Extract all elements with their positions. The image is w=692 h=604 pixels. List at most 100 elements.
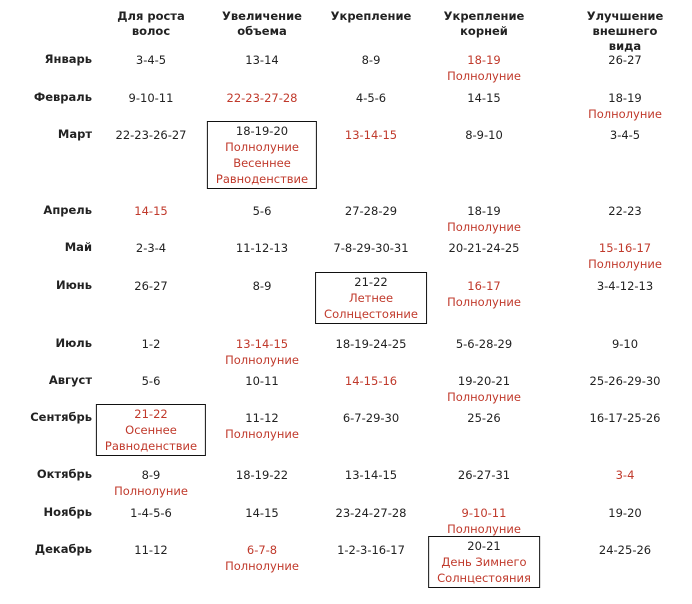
- cell-note: Полнолуние: [588, 257, 662, 271]
- cell-dates: 20-21-24-25: [448, 241, 520, 255]
- month-label: Апрель: [43, 203, 92, 217]
- table-cell: 14-15-16: [345, 373, 397, 389]
- cell-dates: 22-23-27-28: [226, 91, 298, 105]
- cell-dates: 8-9: [252, 279, 272, 293]
- month-label: Февраль: [33, 90, 92, 104]
- cell-note: Полнолуние: [588, 107, 662, 121]
- cell-dates: 5-6: [141, 374, 161, 388]
- table-cell: 22-23-26-27: [116, 127, 187, 143]
- cell-dates: 3-4-5: [135, 53, 167, 67]
- cell-dates: 5-6-28-29: [455, 337, 513, 351]
- table-cell: 14-15: [134, 203, 167, 219]
- table-cell: 11-12 Полнолуние: [225, 410, 299, 442]
- month-label: Январь: [44, 52, 92, 66]
- cell-dates: 14-15: [467, 91, 501, 105]
- cell-dates: 23-24-27-28: [335, 506, 407, 520]
- cell-note: Полнолуние: [447, 69, 521, 83]
- cell-dates: 18-19: [608, 91, 642, 105]
- cell-note: Полнолуние: [447, 220, 521, 234]
- table-cell: 26-27-31: [458, 467, 510, 483]
- month-label: Июнь: [55, 278, 92, 292]
- cell-dates: 9-10: [611, 337, 639, 351]
- cell-dates: 11-12-13: [235, 241, 289, 255]
- cell-dates: 27-28-29: [344, 204, 398, 218]
- cell-note: Осеннее: [125, 423, 177, 437]
- cell-note: Весеннее: [233, 156, 291, 170]
- cell-dates: 6-7-29-30: [342, 411, 400, 425]
- month-label: Октябрь: [36, 467, 92, 481]
- cell-dates: 8-9: [141, 468, 161, 482]
- table-cell: 13-14-15: [345, 127, 397, 143]
- table-cell: 11-12-13: [236, 240, 288, 256]
- cell-note: Равноденствие: [215, 172, 309, 186]
- table-cell: 8-9: [362, 52, 381, 68]
- column-header: Улучшение внешнего вида: [586, 9, 664, 53]
- cell-dates: 25-26: [467, 411, 501, 425]
- cell-dates: 1-4-5-6: [130, 506, 172, 520]
- table-cell: 18-19-24-25: [336, 336, 407, 352]
- table-cell: 18-19 Полнолуние: [447, 203, 521, 235]
- table-cell: 1-2-3-16-17: [337, 542, 405, 558]
- cell-dates: 8-9-10: [465, 128, 503, 142]
- cell-note: Полнолуние: [225, 353, 299, 367]
- cell-note: Полнолуние: [225, 140, 299, 154]
- cell-note: Солнцестояния: [437, 571, 531, 585]
- table-cell: 8-9: [253, 278, 272, 294]
- table-cell: 1-4-5-6: [130, 505, 172, 521]
- cell-dates: 1-2: [141, 337, 161, 351]
- month-label: Май: [64, 240, 92, 254]
- table-cell: 26-27: [134, 278, 167, 294]
- cell-note: Полнолуние: [447, 522, 521, 536]
- cell-dates: 6-7-8: [246, 543, 278, 557]
- table-cell: 4-5-6: [356, 90, 386, 106]
- cell-dates: 10-11: [245, 374, 279, 388]
- table-cell: 2-3-4: [136, 240, 166, 256]
- table-cell: 20-21-24-25: [449, 240, 520, 256]
- table-cell: 11-12: [134, 542, 167, 558]
- column-header: Укрепление корней: [443, 9, 525, 38]
- table-cell: 8-9 Полнолуние: [114, 467, 188, 499]
- table-cell: 24-25-26: [599, 542, 651, 558]
- cell-dates: 7-8-29-30-31: [333, 241, 409, 255]
- cell-dates: 19-20: [608, 506, 642, 520]
- cell-dates: 2-3-4: [135, 241, 167, 255]
- cell-dates: 13-14-15: [344, 128, 398, 142]
- table-cell: 14-15: [467, 90, 500, 106]
- table-cell: 3-4-5: [610, 127, 640, 143]
- table-cell: 14-15: [245, 505, 278, 521]
- table-cell: 9-10-11: [129, 90, 174, 106]
- cell-note: Полнолуние: [225, 559, 299, 573]
- cell-dates: 26-27: [608, 53, 642, 67]
- table-cell: 18-19 Полнолуние: [588, 90, 662, 122]
- table-cell: 18-19-22: [236, 467, 288, 483]
- table-cell: 8-9-10: [465, 127, 503, 143]
- column-header: Для роста волос: [117, 9, 185, 38]
- cell-dates: 21-22: [354, 275, 388, 289]
- table-cell: 7-8-29-30-31: [333, 240, 408, 256]
- month-label: Июль: [55, 336, 93, 350]
- cell-dates: 9-10-11: [461, 506, 507, 520]
- table-cell: 5-6: [253, 203, 272, 219]
- cell-dates: 14-15: [134, 204, 168, 218]
- table-cell: 10-11: [245, 373, 278, 389]
- table-cell: 9-10-11 Полнолуние: [447, 505, 521, 537]
- month-label: Сентябрь: [30, 410, 92, 424]
- cell-note: Солнцестояние: [324, 307, 418, 321]
- cell-dates: 16-17-25-26: [589, 411, 661, 425]
- table-cell: 23-24-27-28: [336, 505, 407, 521]
- table-cell: 5-6: [142, 373, 161, 389]
- table-cell: 6-7-8 Полнолуние: [225, 542, 299, 574]
- cell-dates: 4-5-6: [355, 91, 387, 105]
- table-cell: 13-14-15 Полнолуние: [225, 336, 299, 368]
- cell-dates: 13-14: [245, 53, 279, 67]
- cell-dates: 22-23: [608, 204, 642, 218]
- cell-dates: 9-10-11: [128, 91, 174, 105]
- cell-dates: 1-2-3-16-17: [337, 543, 405, 557]
- cell-dates: 3-4-5: [609, 128, 641, 142]
- cell-note: Полнолуние: [447, 295, 521, 309]
- cell-note: День Зимнего: [441, 555, 527, 569]
- table-cell: 6-7-29-30: [343, 410, 399, 426]
- table-cell: 5-6-28-29: [456, 336, 512, 352]
- month-label: Март: [57, 127, 92, 141]
- column-header: Увеличение объема: [222, 9, 302, 38]
